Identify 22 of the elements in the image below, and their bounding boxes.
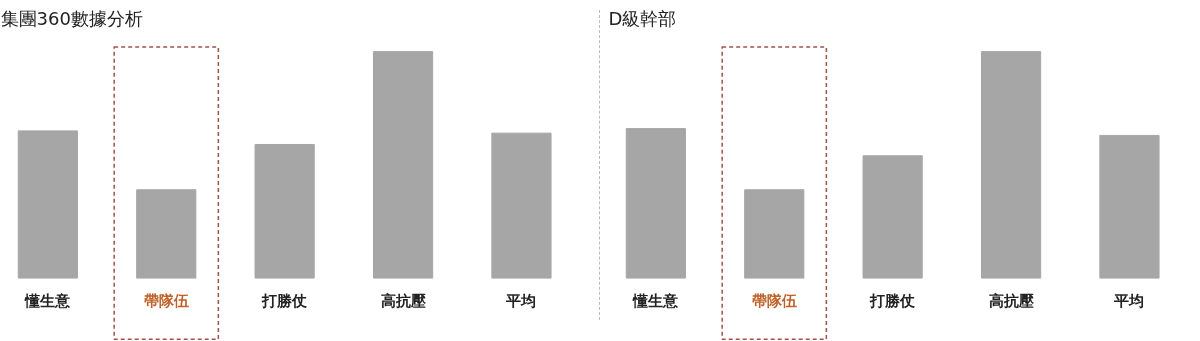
x-tick-label: 帶隊伍 <box>750 291 797 310</box>
bar <box>625 128 686 279</box>
x-tick-label: 平均 <box>505 291 537 310</box>
bar <box>491 132 552 279</box>
x-tick-label: 懂生意 <box>632 291 680 310</box>
bar <box>372 51 434 279</box>
x-tick-label: 平均 <box>1113 291 1145 310</box>
bar <box>254 143 315 279</box>
bar <box>862 155 923 279</box>
bar <box>136 189 197 279</box>
bar <box>980 51 1042 279</box>
x-tick-label: 懂生意 <box>24 291 72 310</box>
chart-title: D級幹部 <box>608 7 677 29</box>
bar <box>744 189 805 279</box>
x-tick-label: 帶隊伍 <box>142 291 189 310</box>
x-tick-label: 高抗壓 <box>988 291 1035 310</box>
x-tick-label: 打勝仗 <box>261 291 308 310</box>
chart-title: 集團360數據分析 <box>0 7 143 29</box>
bar <box>1099 134 1160 279</box>
bar <box>17 130 78 279</box>
x-tick-label: 高抗壓 <box>380 291 427 310</box>
x-tick-label: 打勝仗 <box>869 291 916 310</box>
